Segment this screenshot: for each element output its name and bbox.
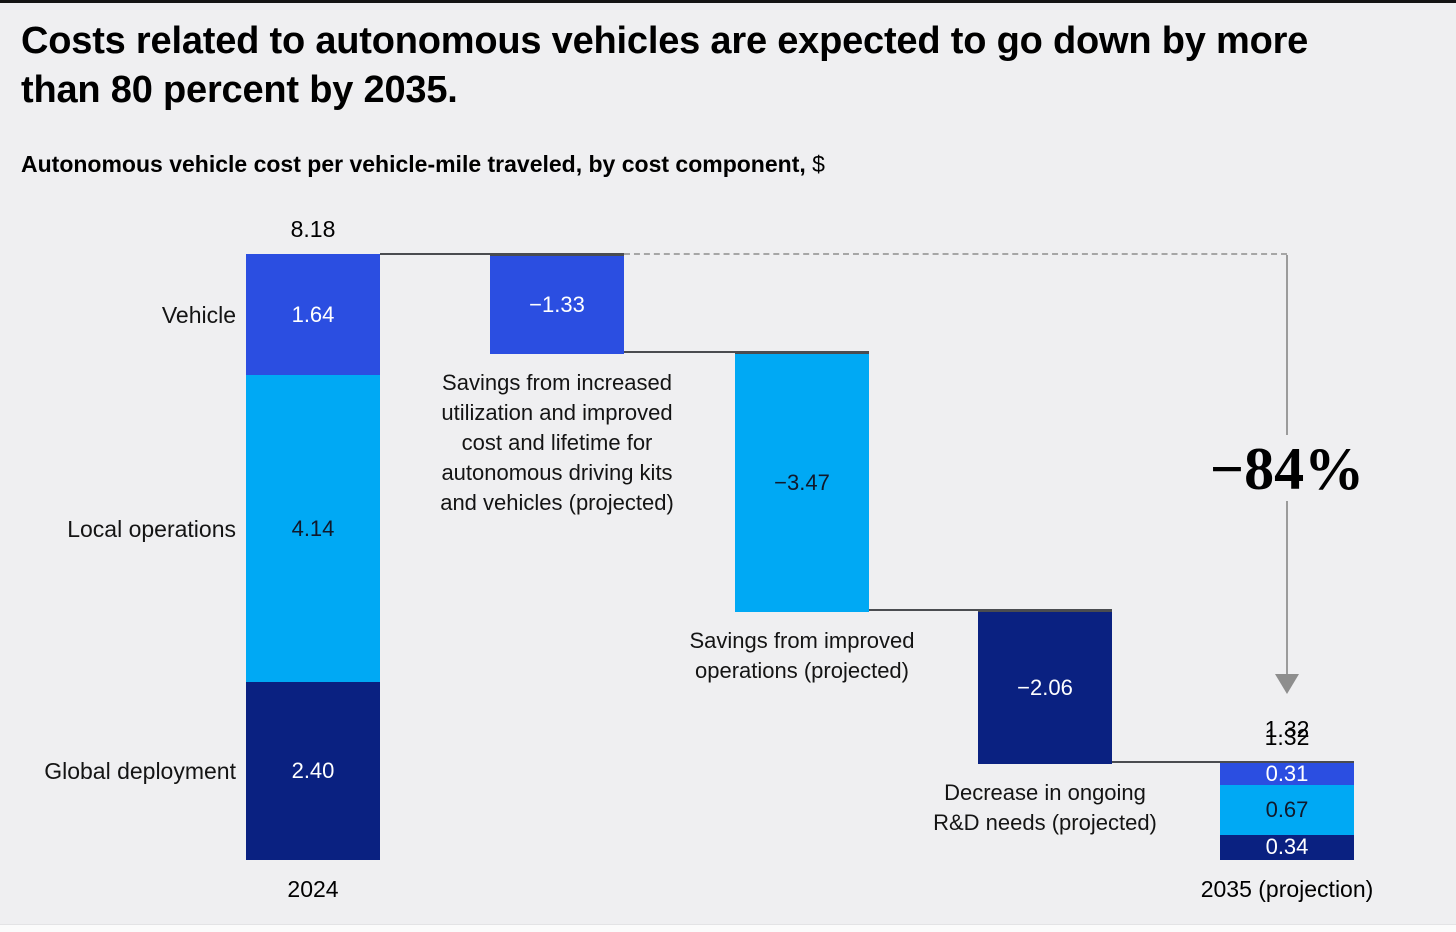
- percent-change-label: −84%: [1209, 436, 1365, 502]
- segment-value-label: 0.31: [1265, 760, 1309, 786]
- baseline-guide-dashed-line: [624, 252, 1287, 255]
- bar-value-label: −1.33: [529, 292, 585, 318]
- segment-value-label: 0.34: [1265, 834, 1309, 860]
- bar-2035-local-operations-segment: 0.67: [1220, 785, 1354, 835]
- decrease-arrow-line: [1286, 501, 1288, 675]
- segment-value-label: 0.67: [1265, 796, 1309, 822]
- row-label-global-deployment: Global deployment: [44, 758, 236, 785]
- chart-subtitle-unit: $: [812, 151, 825, 177]
- row-label-vehicle: Vehicle: [161, 301, 236, 328]
- chart-subtitle-text: Autonomous vehicle cost per vehicle-mile…: [21, 151, 806, 177]
- bar-2024-local-operations-segment: 4.14: [246, 375, 380, 683]
- chart-subtitle: Autonomous vehicle cost per vehicle-mile…: [21, 151, 825, 178]
- connector-line: [869, 608, 1112, 611]
- total-value-label-2035: 1.32: [1264, 724, 1310, 751]
- bar-2035-vehicle-segment: 0.31: [1220, 760, 1354, 786]
- segment-value-label: 1.64: [291, 301, 335, 327]
- segment-value-label: 2.40: [291, 758, 335, 784]
- bar-savings-vehicle: −1.33: [490, 253, 624, 355]
- bar-2024-vehicle-segment: 1.64: [246, 253, 380, 376]
- decrease-arrow-line: [1286, 254, 1288, 435]
- caption-savings-vehicle: Savings from increased utilization and i…: [440, 370, 674, 516]
- bottom-strip: [0, 924, 1456, 932]
- connector-line: [1112, 761, 1354, 764]
- page-title: Costs related to autonomous vehicles are…: [21, 20, 1309, 111]
- bar-value-label: −2.06: [1017, 674, 1073, 700]
- bar-decrease-rd: −2.06: [978, 609, 1112, 765]
- down-arrow-icon: [1275, 674, 1299, 694]
- segment-value-label: 4.14: [291, 515, 335, 541]
- final-total-label: 1.32: [1264, 716, 1310, 742]
- total-value-label-2024: 8.18: [290, 215, 336, 242]
- top-rule: [0, 0, 1456, 3]
- connector-line: [624, 351, 869, 354]
- caption-decrease-rd: Decrease in ongoing R&D needs (projected…: [933, 780, 1157, 836]
- bar-2035-global-deployment-segment: 0.34: [1220, 834, 1354, 860]
- row-label-local-operations: Local operations: [67, 515, 236, 542]
- connector-line: [380, 252, 624, 255]
- bar-savings-operations: −3.47: [735, 352, 869, 612]
- bar-value-label: −3.47: [774, 469, 830, 495]
- bar-2024-global-deployment-segment: 2.40: [246, 682, 380, 860]
- axis-label-2024: 2024: [287, 876, 339, 902]
- axis-label-2035: 2035 (projection): [1200, 876, 1374, 902]
- caption-savings-operations: Savings from improved operations (projec…: [689, 627, 915, 683]
